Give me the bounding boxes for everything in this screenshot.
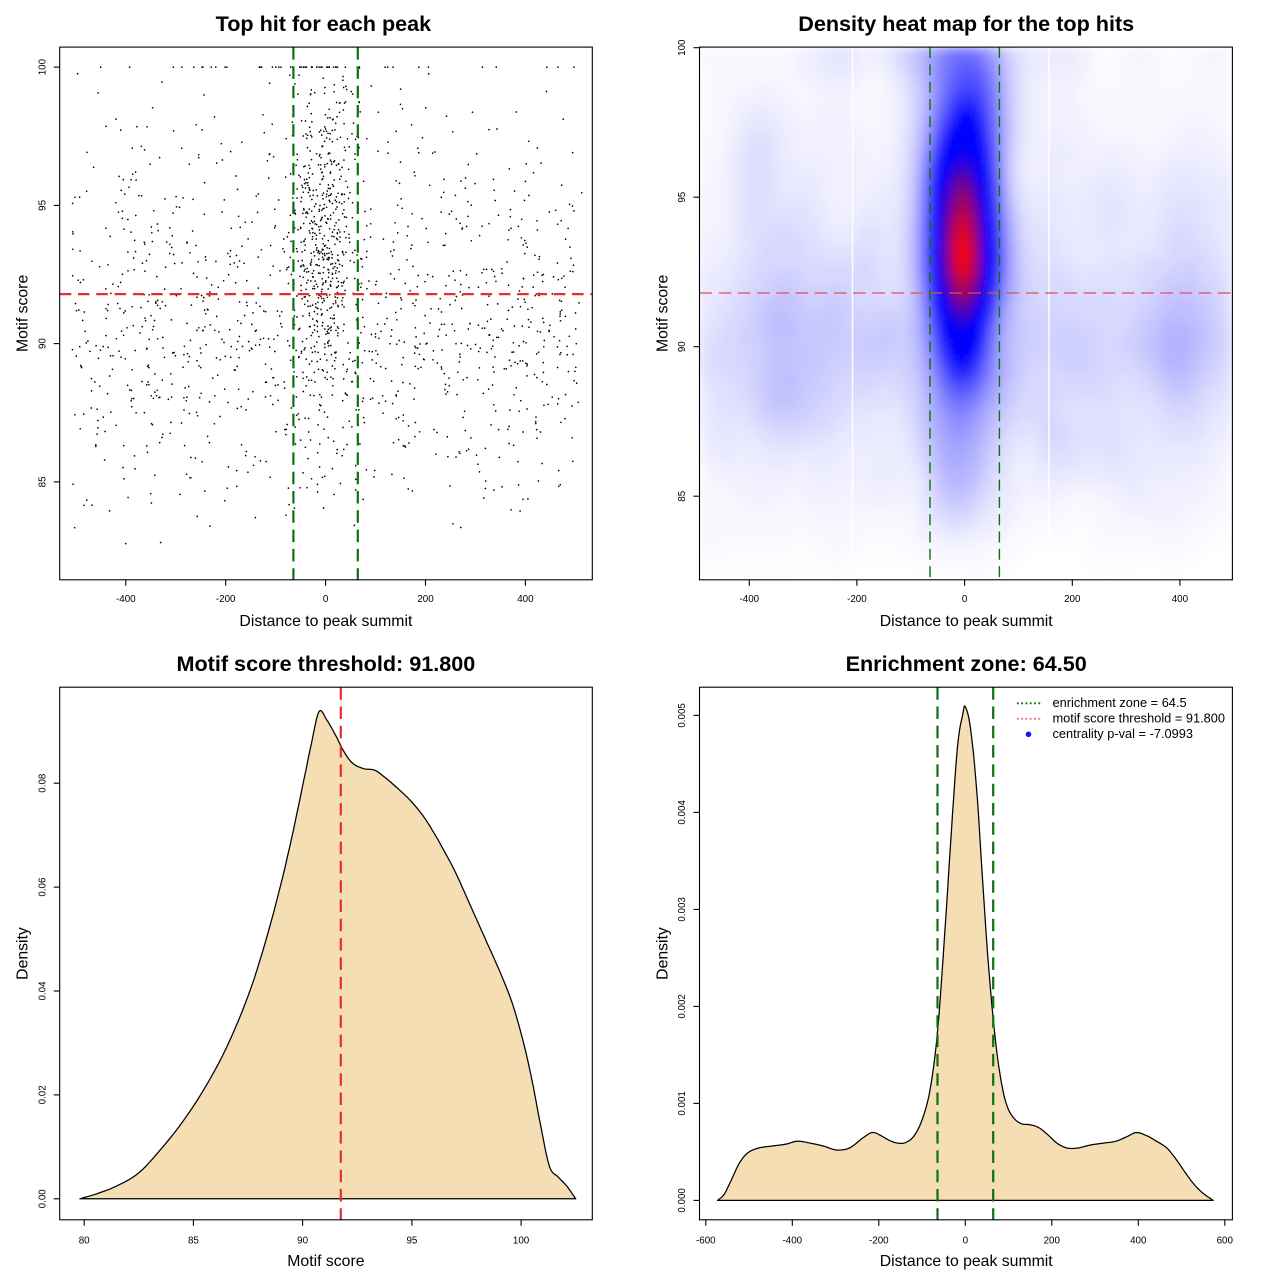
- svg-text:-200: -200: [847, 594, 867, 605]
- svg-text:Motif score threshold: 91.800: Motif score threshold: 91.800: [177, 651, 476, 676]
- svg-text:centrality p-val = -7.0993: centrality p-val = -7.0993: [1053, 726, 1194, 741]
- svg-text:Distance to peak summit: Distance to peak summit: [239, 613, 413, 630]
- svg-text:85: 85: [188, 1236, 199, 1247]
- svg-text:0: 0: [323, 594, 329, 605]
- svg-text:Motif score: Motif score: [287, 1253, 364, 1270]
- svg-text:90: 90: [37, 338, 48, 349]
- svg-text:90: 90: [677, 341, 688, 352]
- svg-text:400: 400: [1130, 1236, 1147, 1247]
- svg-text:0: 0: [962, 594, 968, 605]
- svg-text:80: 80: [79, 1236, 90, 1247]
- svg-text:0.004: 0.004: [677, 800, 688, 825]
- svg-text:-400: -400: [116, 594, 136, 605]
- svg-text:0.06: 0.06: [37, 877, 48, 897]
- svg-text:motif score threshold = 91.800: motif score threshold = 91.800: [1053, 711, 1226, 726]
- svg-text:100: 100: [677, 39, 688, 56]
- svg-text:Distance to peak summit: Distance to peak summit: [880, 613, 1054, 630]
- svg-text:0.02: 0.02: [37, 1085, 48, 1104]
- svg-text:0.002: 0.002: [677, 994, 688, 1019]
- svg-text:600: 600: [1217, 1236, 1234, 1247]
- svg-text:400: 400: [517, 594, 534, 605]
- svg-text:0.005: 0.005: [677, 703, 688, 728]
- svg-text:-200: -200: [216, 594, 236, 605]
- svg-text:0: 0: [963, 1236, 969, 1247]
- svg-text:Motif score: Motif score: [15, 275, 32, 352]
- svg-text:0.000: 0.000: [677, 1188, 688, 1213]
- svg-text:0.003: 0.003: [677, 897, 688, 922]
- svg-text:95: 95: [406, 1236, 417, 1247]
- svg-text:95: 95: [37, 199, 48, 210]
- svg-text:200: 200: [417, 594, 434, 605]
- svg-text:-400: -400: [739, 594, 759, 605]
- svg-text:0.04: 0.04: [37, 981, 48, 1001]
- svg-text:-600: -600: [696, 1236, 716, 1247]
- svg-text:Motif score: Motif score: [654, 275, 671, 352]
- svg-text:0.00: 0.00: [37, 1189, 48, 1209]
- svg-text:90: 90: [297, 1236, 308, 1247]
- svg-text:enrichment zone = 64.5: enrichment zone = 64.5: [1053, 695, 1187, 710]
- svg-text:200: 200: [1064, 594, 1081, 605]
- svg-text:Density: Density: [654, 927, 671, 980]
- svg-text:95: 95: [677, 191, 688, 202]
- svg-text:Density: Density: [15, 927, 32, 980]
- svg-text:0.001: 0.001: [677, 1091, 688, 1116]
- svg-text:Top hit for each peak: Top hit for each peak: [216, 11, 433, 36]
- svg-text:400: 400: [1172, 594, 1189, 605]
- svg-text:85: 85: [677, 490, 688, 501]
- svg-text:Enrichment zone: 64.50: Enrichment zone: 64.50: [846, 651, 1087, 676]
- svg-text:-400: -400: [782, 1236, 802, 1247]
- svg-text:100: 100: [513, 1236, 530, 1247]
- svg-text:200: 200: [1044, 1236, 1061, 1247]
- svg-text:100: 100: [37, 58, 48, 75]
- svg-text:Density heat map for the top h: Density heat map for the top hits: [798, 11, 1134, 36]
- svg-text:0.08: 0.08: [37, 773, 48, 793]
- svg-text:Distance to peak summit: Distance to peak summit: [880, 1253, 1054, 1270]
- svg-text:-200: -200: [869, 1236, 889, 1247]
- svg-text:85: 85: [37, 476, 48, 487]
